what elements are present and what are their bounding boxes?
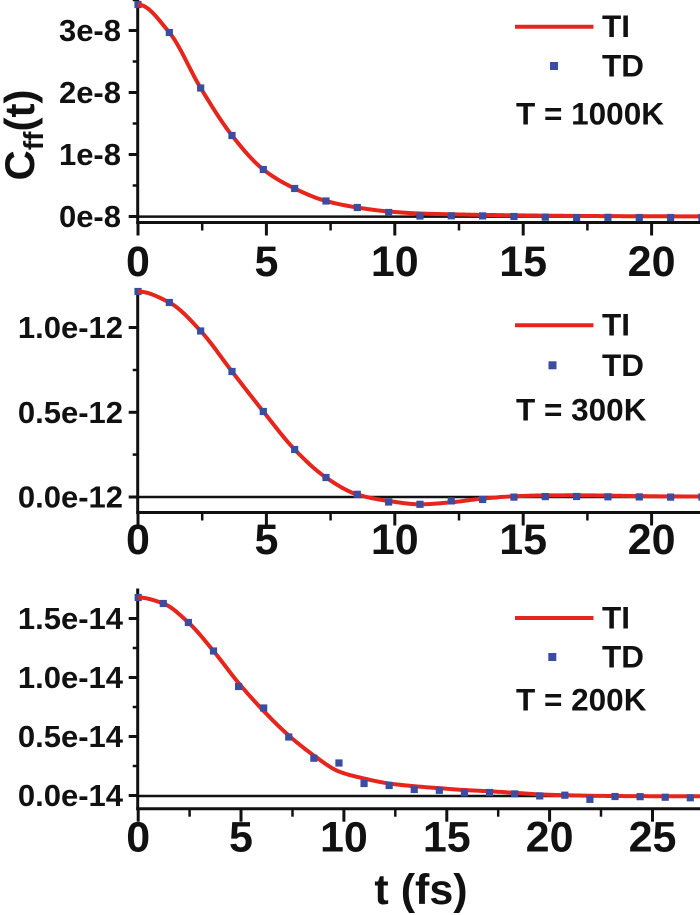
svg-text:20: 20 bbox=[628, 238, 676, 286]
svg-text:15: 15 bbox=[499, 516, 547, 564]
svg-text:0e-8: 0e-8 bbox=[59, 199, 121, 234]
svg-text:1.5e-14: 1.5e-14 bbox=[18, 601, 124, 636]
svg-text:T = 1000K: T = 1000K bbox=[516, 96, 664, 132]
svg-text:0.0e-14: 0.0e-14 bbox=[18, 778, 124, 813]
svg-text:T = 200K: T = 200K bbox=[516, 682, 647, 718]
svg-text:20: 20 bbox=[628, 516, 676, 564]
svg-text:15: 15 bbox=[423, 814, 471, 862]
svg-text:0: 0 bbox=[126, 516, 150, 564]
svg-text:t (fs): t (fs) bbox=[374, 866, 467, 914]
svg-text:10: 10 bbox=[320, 814, 368, 862]
svg-text:T = 300K: T = 300K bbox=[516, 392, 647, 428]
svg-text:TD: TD bbox=[602, 639, 644, 675]
svg-text:20: 20 bbox=[526, 814, 574, 862]
svg-text:5: 5 bbox=[254, 238, 278, 286]
svg-text:15: 15 bbox=[499, 238, 547, 286]
svg-text:TI: TI bbox=[602, 8, 630, 44]
svg-text:0: 0 bbox=[126, 814, 150, 862]
svg-text:25: 25 bbox=[629, 814, 677, 862]
svg-text:3e-8: 3e-8 bbox=[59, 13, 121, 48]
svg-text:1.0e-14: 1.0e-14 bbox=[18, 660, 124, 695]
svg-text:0.5e-12: 0.5e-12 bbox=[18, 395, 123, 430]
svg-text:TI: TI bbox=[602, 307, 630, 343]
svg-text:5: 5 bbox=[229, 814, 253, 862]
svg-text:1e-8: 1e-8 bbox=[59, 137, 121, 172]
svg-text:1.0e-12: 1.0e-12 bbox=[18, 310, 123, 345]
svg-text:10: 10 bbox=[371, 516, 419, 564]
svg-text:0.5e-14: 0.5e-14 bbox=[18, 719, 124, 754]
svg-text:0.0e-12: 0.0e-12 bbox=[18, 480, 123, 515]
svg-text:5: 5 bbox=[254, 516, 278, 564]
svg-text:TD: TD bbox=[602, 48, 644, 84]
svg-text:TD: TD bbox=[602, 347, 644, 383]
svg-text:10: 10 bbox=[371, 238, 419, 286]
svg-text:0: 0 bbox=[126, 238, 150, 286]
svg-text:TI: TI bbox=[602, 600, 630, 636]
svg-text:2e-8: 2e-8 bbox=[59, 75, 121, 110]
